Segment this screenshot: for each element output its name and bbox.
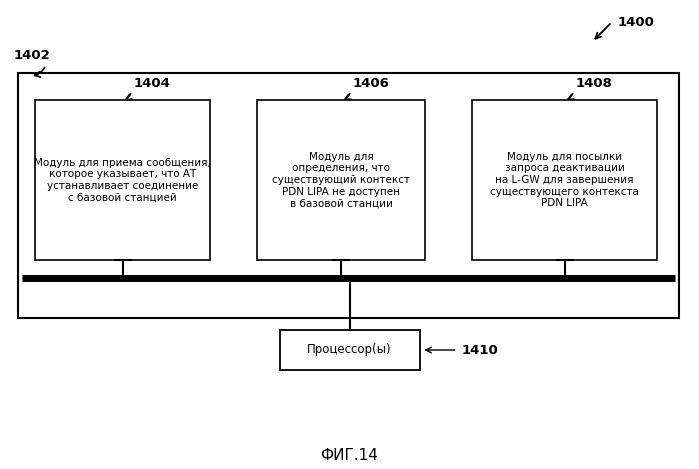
Text: 1402: 1402 [14,49,51,62]
Bar [280,330,419,370]
Bar [472,100,657,260]
Text: 1406: 1406 [353,77,390,90]
Text: Модуль для посылки
запроса деактивации
на L-GW для завершения
существующего конт: Модуль для посылки запроса деактивации н… [490,152,639,208]
Text: ФИГ.14: ФИГ.14 [321,447,378,462]
Bar [35,100,210,260]
Text: 1408: 1408 [576,77,613,90]
Bar [18,73,679,318]
Text: 1400: 1400 [618,16,655,29]
Text: 1404: 1404 [134,77,171,90]
Text: Процессор(ы): Процессор(ы) [307,343,392,356]
Text: 1410: 1410 [461,343,498,356]
Text: Модуль для приема сообщения,
которое указывает, что АТ
устанавливает соединение
: Модуль для приема сообщения, которое ука… [34,158,211,203]
Text: Модуль для
определения, что
существующий контекст
PDN LIPA не доступен
в базовой: Модуль для определения, что существующий… [272,152,410,208]
Bar [257,100,425,260]
